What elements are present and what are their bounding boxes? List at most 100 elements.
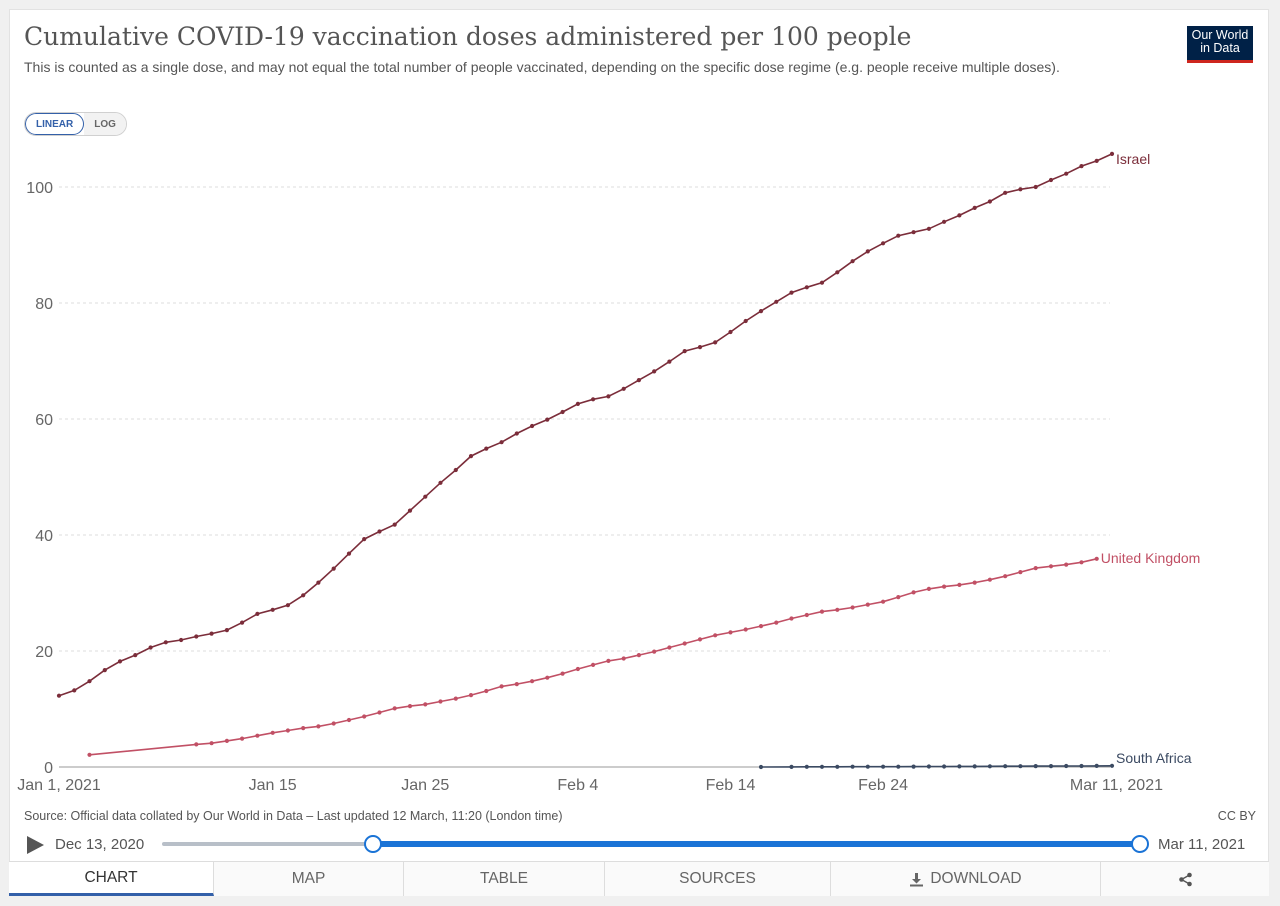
data-point [789, 290, 794, 295]
data-point [835, 764, 840, 769]
data-point [270, 607, 275, 612]
data-point [1018, 764, 1023, 769]
data-point [377, 710, 382, 715]
data-point [560, 409, 565, 415]
data-point [179, 637, 184, 643]
data-point [194, 634, 199, 639]
data-point [972, 580, 977, 585]
data-point [407, 508, 413, 513]
data-point [606, 658, 611, 664]
data-point [942, 764, 947, 769]
source-note: Source: Official data collated by Our Wo… [24, 809, 563, 823]
data-point [652, 369, 657, 374]
owid-logo[interactable]: Our World in Data [1187, 26, 1253, 63]
data-point [209, 741, 214, 746]
data-point [270, 730, 275, 735]
linear-scale-button[interactable]: LINEAR [25, 113, 85, 135]
data-point [56, 693, 62, 698]
data-point [1094, 556, 1099, 561]
license-link[interactable]: CC BY [1217, 809, 1256, 823]
tab-share[interactable] [1101, 862, 1269, 896]
data-point [758, 764, 764, 770]
data-point [636, 653, 642, 658]
data-point [896, 764, 901, 769]
play-icon[interactable] [27, 836, 44, 854]
x-tick-label: Jan 25 [401, 777, 449, 794]
tab-chart[interactable]: CHART [9, 862, 214, 896]
data-point [514, 431, 519, 436]
tab-download[interactable]: DOWNLOAD [831, 862, 1101, 896]
data-point [72, 688, 77, 693]
data-point [789, 616, 794, 621]
data-point [804, 764, 809, 769]
timeline-start-handle[interactable] [364, 835, 382, 853]
data-point [530, 679, 535, 684]
tab-table[interactable]: TABLE [404, 862, 605, 896]
data-point [1018, 187, 1023, 192]
data-point [728, 329, 733, 335]
data-point [987, 199, 993, 204]
data-point [1033, 184, 1038, 190]
data-point [850, 605, 855, 610]
y-tick-label: 80 [35, 296, 53, 313]
y-tick-label: 40 [35, 528, 53, 545]
y-axis-ticks: 0 20 40 60 80 100 [26, 180, 53, 777]
data-point [1003, 764, 1008, 769]
data-point [911, 764, 916, 769]
data-point [331, 721, 336, 726]
chart-subtitle: This is counted as a single dose, and ma… [24, 59, 1060, 75]
tab-sources[interactable]: SOURCES [605, 862, 831, 896]
share-icon [1178, 872, 1192, 886]
data-point [942, 584, 947, 589]
data-point [468, 693, 474, 698]
data-point [774, 299, 779, 304]
log-scale-button[interactable]: LOG [84, 113, 126, 135]
logo-line-1: Our World [1191, 28, 1249, 42]
data-point [804, 285, 809, 290]
data-point [423, 702, 428, 707]
data-point [545, 417, 550, 422]
data-point [957, 213, 962, 218]
data-point [972, 205, 977, 210]
timeline-end-handle[interactable] [1131, 835, 1149, 853]
data-point [407, 704, 413, 709]
data-point [789, 764, 794, 770]
data-point [591, 662, 596, 668]
tab-table-label: TABLE [480, 870, 528, 887]
data-point [514, 682, 519, 687]
chart-frame [9, 9, 1269, 896]
data-point [896, 595, 901, 600]
data-point [1109, 151, 1115, 156]
tab-bar: CHART MAP TABLE SOURCES DOWNLOAD [9, 861, 1269, 896]
series-labels: Israel United Kingdom South Africa [1101, 151, 1201, 766]
data-point [285, 728, 290, 733]
data-point [224, 738, 229, 744]
data-point [377, 529, 382, 534]
data-point [346, 551, 352, 556]
data-point [133, 653, 138, 658]
data-point [316, 580, 321, 585]
data-point [1109, 763, 1115, 768]
data-point [1033, 764, 1038, 769]
data-point [667, 645, 672, 650]
data-point [1033, 566, 1038, 571]
data-point [697, 637, 703, 642]
data-point [1003, 190, 1008, 195]
data-point [438, 480, 443, 485]
data-point [346, 717, 352, 723]
timeline-end-date: Mar 11, 2021 [1158, 836, 1246, 853]
data-point [1064, 562, 1069, 567]
tab-map[interactable]: MAP [214, 862, 404, 896]
x-tick-label: Feb 4 [557, 777, 598, 794]
scale-toggle: LINEAR LOG [24, 112, 127, 136]
data-point [484, 688, 489, 694]
data-point [453, 696, 458, 701]
data-point [606, 394, 611, 399]
data-point [331, 566, 336, 571]
data-point [560, 671, 565, 676]
tab-map-label: MAP [291, 870, 326, 887]
data-point [1064, 171, 1069, 176]
data-point [819, 609, 825, 614]
data-point [87, 752, 92, 757]
data-point [499, 684, 504, 689]
